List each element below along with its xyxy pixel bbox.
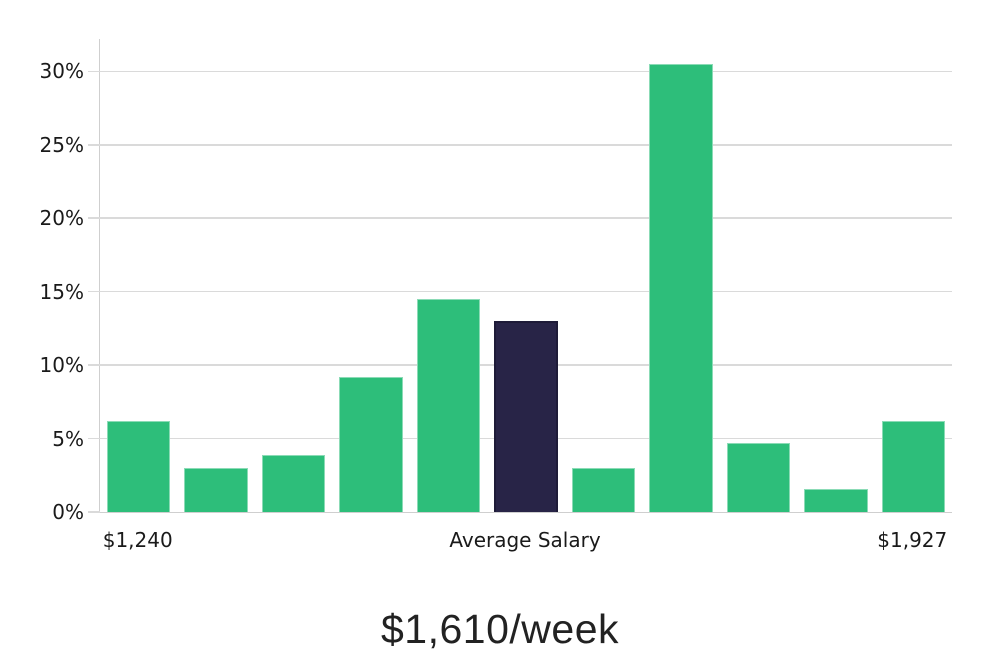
y-tick-label: 25% [39,132,84,157]
y-tick-label: 5% [52,426,84,451]
bar [106,420,171,512]
bar [571,467,636,512]
bar [184,467,248,512]
bar [726,442,791,512]
y-axis-labels: 0% 5% 10% 15% 20% 25% 30% [0,39,84,522]
y-tick-label: 0% [52,500,84,524]
gridline [88,290,952,293]
bar [804,488,868,512]
gridline [88,70,952,73]
plot-area [88,39,952,513]
bar [261,454,326,512]
bar [416,299,481,512]
axis-tick [88,511,100,513]
bar [881,420,946,512]
y-tick-label: 15% [39,279,84,304]
x-tick-label: $1,240 [102,528,173,552]
bar [339,376,403,512]
x-axis-labels: $1,240 Average Salary $1,927 [99,528,951,558]
bar [649,63,713,512]
y-tick-label: 30% [39,59,84,84]
x-tick-label: $1,927 [877,528,948,552]
gridline [88,217,952,219]
x-tick-label: Average Salary [449,528,601,552]
y-tick-label: 10% [39,353,84,378]
gridline [88,144,952,146]
y-tick-label: 20% [39,206,84,231]
bar-average-salary [494,321,558,512]
chart-title: $1,610/week [380,606,619,652]
